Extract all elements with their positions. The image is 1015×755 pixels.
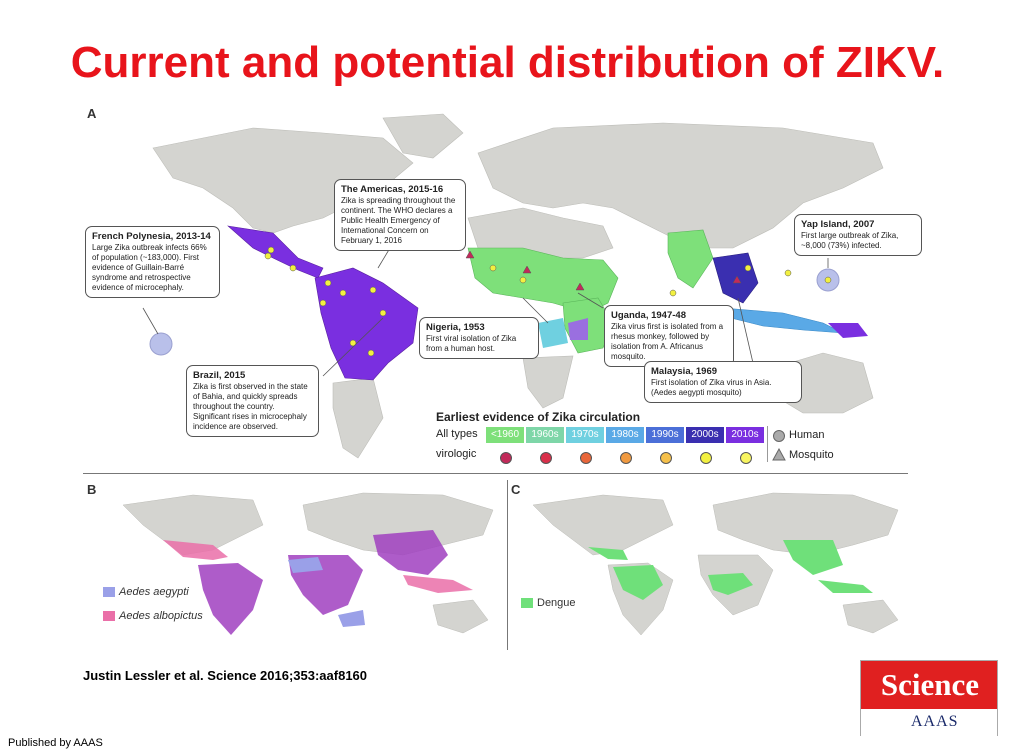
dengue-label: Dengue (537, 597, 576, 609)
virologic-dot-6 (700, 452, 712, 464)
panel-b-label: B (87, 482, 97, 497)
virologic-dot-5 (660, 452, 672, 464)
aegypti-label: Aedes aegypti (119, 586, 189, 598)
science-logo: Science AAAS (860, 660, 998, 736)
callout-yap-title: Yap Island, 2007 (801, 219, 875, 230)
aegypti-swatch (103, 587, 115, 598)
legend-dengue: Dengue (521, 597, 576, 609)
callout-brazil-title: Brazil, 2015 (193, 370, 246, 381)
callout-americas-body: Zika is spreading throughout the contine… (341, 196, 456, 245)
callout-yap: Yap Island, 2007 First large outbreak of… (794, 214, 922, 256)
published-by: Published by AAAS (8, 737, 103, 749)
legend-aedes-aegypti: Aedes aegypti (103, 586, 189, 598)
callout-malaysia-title: Malaysia, 1969 (651, 366, 718, 377)
virologic-dot-3 (580, 452, 592, 464)
legend-aedes-albopictus: Aedes albopictus (103, 610, 203, 622)
dengue-swatch (521, 598, 533, 609)
aaas-wordmark: AAAS (911, 713, 959, 730)
callout-nigeria-title: Nigeria, 1953 (426, 322, 485, 333)
callout-yap-body: First large outbreak of Zika, ~8,000 (73… (801, 231, 899, 250)
world-map-panel-c (532, 492, 899, 636)
decade-swatch-2010s: 2010s (726, 427, 764, 443)
callout-nigeria-body: First viral isolation of Zika from a hum… (426, 334, 517, 353)
panel-a-label: A (87, 106, 97, 121)
citation: Justin Lessler et al. Science 2016;353:a… (83, 668, 368, 683)
science-wordmark: Science (880, 667, 980, 702)
decade-swatch-1960s: 1960s (526, 427, 564, 443)
callout-americas: The Americas, 2015-16 Zika is spreading … (334, 179, 466, 251)
callout-malaysia: Malaysia, 1969 First isolation of Zika v… (644, 361, 802, 403)
callout-americas-title: The Americas, 2015-16 (341, 184, 444, 195)
mosquito-triangle-icon (772, 448, 786, 461)
callout-polynesia-title: French Polynesia, 2013-14 (92, 231, 211, 242)
callout-polynesia: French Polynesia, 2013-14 Large Zika out… (85, 226, 220, 298)
legend-row-all-types: All types (436, 428, 478, 440)
virologic-dot-2 (540, 452, 552, 464)
legend-mosquito: Mosquito (789, 449, 834, 461)
world-map-panel-a (142, 113, 884, 459)
decade-swatch-1980s: 1980s (606, 427, 644, 443)
panel-divider-vertical (507, 480, 508, 650)
legend-title: Earliest evidence of Zika circulation (436, 410, 641, 424)
callout-polynesia-body: Large Zika outbreak infects 66% of popul… (92, 243, 207, 292)
legend-separator (767, 426, 768, 462)
figure: A The Americas, 2015-16 Zika is spreadin… (83, 100, 922, 655)
decade-swatch-1970s: 1970s (566, 427, 604, 443)
virologic-dot-1 (500, 452, 512, 464)
legend-row-virologic: virologic (436, 448, 477, 460)
virologic-dot-7 (740, 452, 752, 464)
callout-uganda-body: Zika virus first is isolated from a rhes… (611, 322, 724, 361)
human-circle-icon (773, 430, 785, 442)
callout-uganda-title: Uganda, 1947-48 (611, 310, 686, 321)
albopictus-swatch (103, 611, 115, 622)
panel-c-label: C (511, 482, 521, 497)
callout-brazil: Brazil, 2015 Zika is first observed in t… (186, 365, 319, 437)
virologic-dot-4 (620, 452, 632, 464)
legend-human: Human (789, 429, 825, 441)
decade-swatch-2000s: 2000s (686, 427, 724, 443)
aaas-bar: AAAS (861, 709, 997, 736)
callout-nigeria: Nigeria, 1953 First viral isolation of Z… (419, 317, 539, 359)
callout-uganda: Uganda, 1947-48 Zika virus first is isol… (604, 305, 734, 367)
callout-brazil-body: Zika is first observed in the state of B… (193, 382, 308, 431)
decade-swatch-1990s: 1990s (646, 427, 684, 443)
world-map-panel-b (122, 492, 494, 635)
albopictus-label: Aedes albopictus (119, 610, 203, 622)
callout-malaysia-body: First isolation of Zika virus in Asia. (… (651, 378, 772, 397)
decade-swatch-pre1960: <1960 (486, 427, 524, 443)
slide-title: Current and potential distribution of ZI… (70, 38, 945, 87)
panel-divider-horizontal (83, 473, 908, 474)
